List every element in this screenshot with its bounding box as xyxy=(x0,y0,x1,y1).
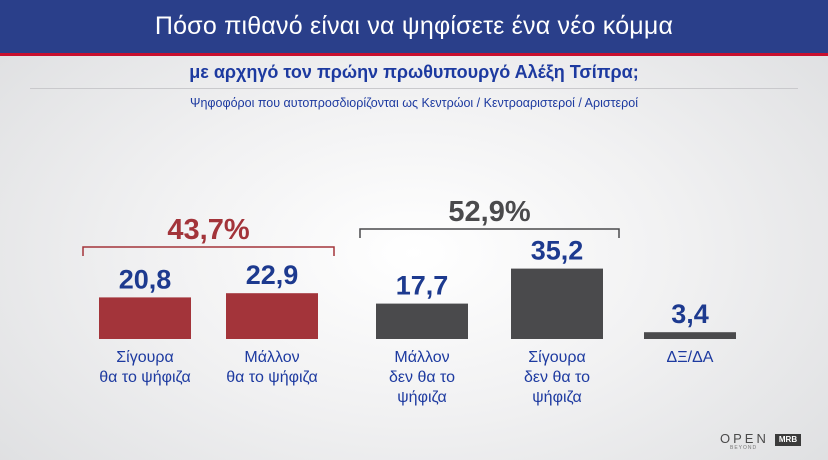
bar xyxy=(376,303,468,339)
bar xyxy=(226,293,318,339)
category-label: ΔΞ/ΔΑ xyxy=(667,349,714,366)
category-label: Σίγουρα xyxy=(116,349,173,366)
chart-subtitle: με αρχηγό τον πρώην πρωθυπουργό Αλέξη Τσ… xyxy=(189,62,639,82)
bar xyxy=(99,297,191,339)
category-label: Μάλλον xyxy=(394,349,449,366)
bar xyxy=(644,332,736,339)
group-bracket xyxy=(359,228,620,238)
bar-value-label: 20,8 xyxy=(119,264,172,294)
title-bar: Πόσο πιθανό είναι να ψηφίσετε ένα νέο κό… xyxy=(0,0,828,56)
bar-value-label: 22,9 xyxy=(246,260,299,290)
bar-value-label: 3,4 xyxy=(671,299,709,329)
respondent-note: Ψηφοφόροι που αυτοπροσδιορίζονται ως Κεν… xyxy=(190,96,638,110)
group-bracket xyxy=(82,246,335,256)
chart-title: Πόσο πιθανό είναι να ψηφίσετε ένα νέο κό… xyxy=(154,12,674,40)
open-logo: OPEN xyxy=(720,431,769,446)
group-total-label: 43,7% xyxy=(167,214,249,246)
open-logo-subtitle: BEYOND xyxy=(730,445,758,451)
category-label: ψήφιζα xyxy=(532,389,581,406)
bar-value-label: 17,7 xyxy=(396,271,449,301)
mrb-logo: MRB xyxy=(775,434,801,446)
category-label: Μάλλον xyxy=(244,349,299,366)
divider xyxy=(30,88,798,89)
group-total-label: 52,9% xyxy=(448,196,530,228)
category-label: ψήφιζα xyxy=(397,389,446,406)
bar xyxy=(511,268,603,339)
category-label: δεν θα το xyxy=(524,369,590,386)
bar-value-label: 35,2 xyxy=(531,236,584,266)
category-label: θα το ψήφιζα xyxy=(226,369,318,386)
category-label: θα το ψήφιζα xyxy=(99,369,191,386)
category-label: Σίγουρα xyxy=(528,349,585,366)
category-label: δεν θα το xyxy=(389,369,455,386)
